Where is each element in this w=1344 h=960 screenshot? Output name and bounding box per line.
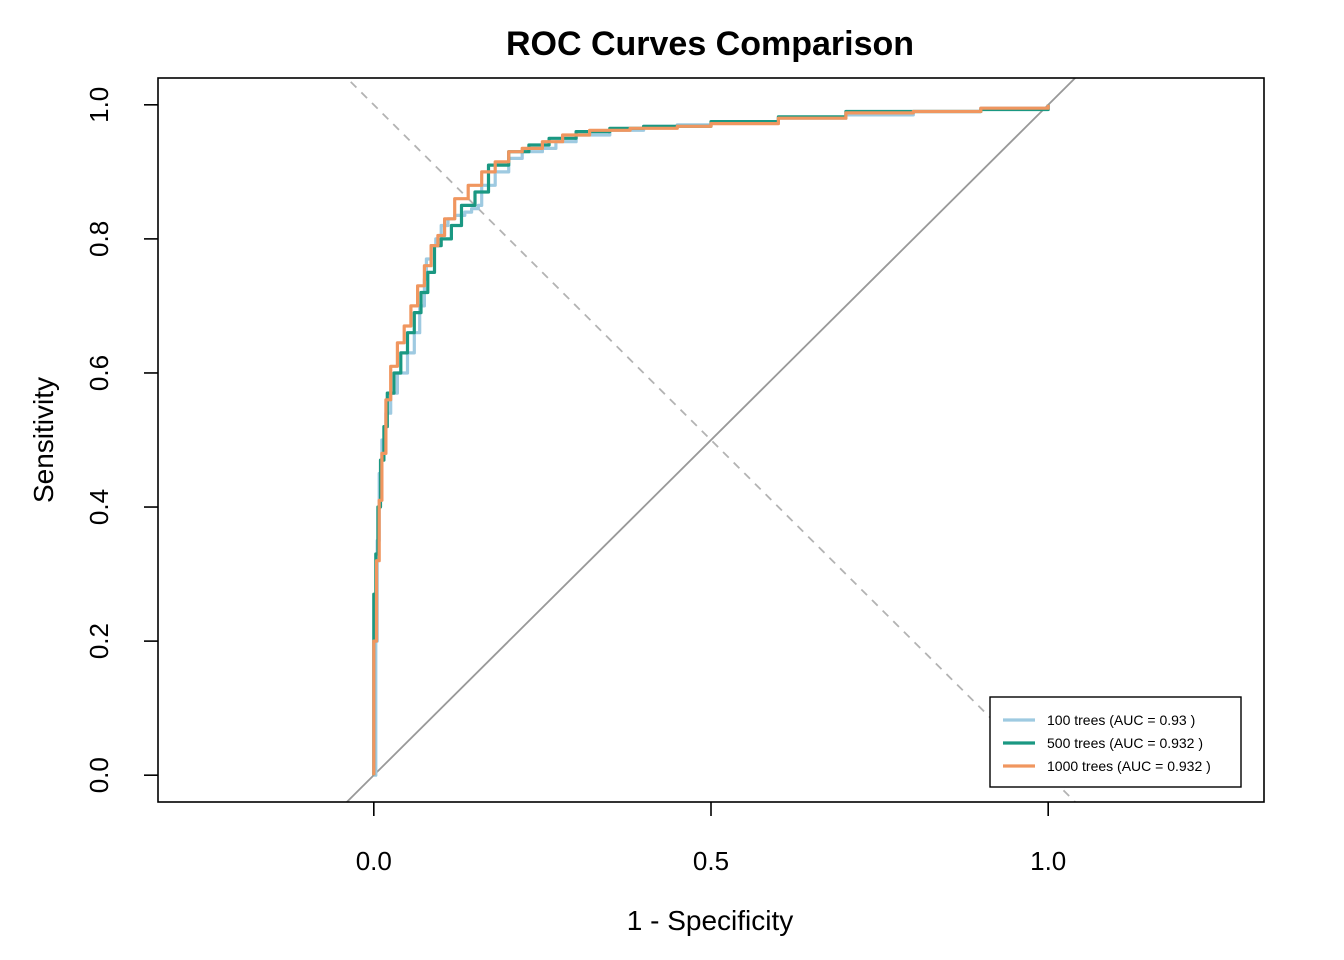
x-tick-label: 0.5: [693, 846, 729, 876]
x-axis-label: 1 - Specificity: [627, 905, 794, 936]
legend-label-1: 100 trees (AUC = 0.93 ): [1047, 712, 1195, 728]
y-tick-label: 0.8: [84, 221, 114, 257]
legend: 100 trees (AUC = 0.93 ) 500 trees (AUC = …: [989, 696, 1242, 788]
legend-label-3: 1000 trees (AUC = 0.932 ): [1047, 758, 1211, 774]
series-lines: [372, 104, 1050, 777]
y-axis: 0.0 0.2 0.4 0.6 0.8 1.0: [84, 87, 158, 793]
chart-title: ROC Curves Comparison: [506, 25, 914, 63]
y-tick-label: 0.2: [84, 623, 114, 659]
y-tick-label: 0.0: [84, 757, 114, 793]
anti-diagonal-reference-line: [345, 78, 1077, 802]
x-tick-label: 0.0: [356, 846, 392, 876]
legend-label-2: 500 trees (AUC = 0.932 ): [1047, 735, 1203, 751]
diagonal-reference-line: [345, 78, 1077, 802]
x-axis: 0.0 0.5 1.0: [356, 802, 1066, 876]
y-tick-label: 0.6: [84, 355, 114, 391]
y-axis-label: Sensitivity: [28, 377, 59, 503]
x-tick-label: 1.0: [1030, 846, 1066, 876]
y-tick-label: 0.4: [84, 489, 114, 525]
reference-lines: [345, 78, 1077, 802]
roc-curve-series-3: [372, 104, 1050, 776]
y-tick-label: 1.0: [84, 87, 114, 123]
